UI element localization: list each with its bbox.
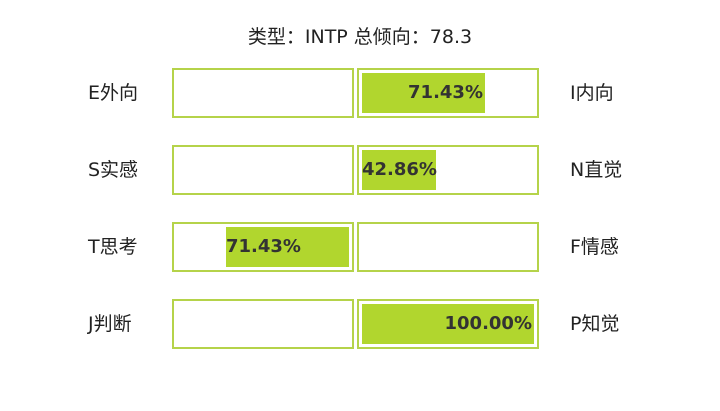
- trait-label-left: J判断: [88, 313, 132, 335]
- score-box-left: [172, 68, 354, 118]
- score-box-left: [172, 145, 354, 195]
- score-box-left: [172, 299, 354, 349]
- score-box-right: 100.00%: [357, 299, 539, 349]
- score-bar: 71.43%: [362, 73, 485, 113]
- score-box-left: 71.43%: [172, 222, 354, 272]
- trait-label-right: F情感: [570, 236, 619, 258]
- trait-label-left: E外向: [88, 82, 139, 104]
- score-bar: 100.00%: [362, 304, 534, 344]
- dimension-row-sn: S实感 42.86% N直觉: [0, 145, 720, 195]
- score-percent: 71.43%: [408, 82, 483, 103]
- dimension-row-ei: E外向 71.43% I内向: [0, 68, 720, 118]
- score-percent: 100.00%: [444, 313, 533, 334]
- score-bar: 71.43%: [226, 227, 349, 267]
- score-percent: 71.43%: [226, 236, 301, 257]
- score-bar: 42.86%: [362, 150, 437, 190]
- score-box-right: [357, 222, 539, 272]
- dimension-row-jp: J判断 100.00% P知觉: [0, 299, 720, 349]
- trait-label-left: S实感: [88, 159, 139, 181]
- score-box-right: 71.43%: [357, 68, 539, 118]
- trait-label-right: N直觉: [570, 159, 623, 181]
- trait-label-left: T思考: [88, 236, 138, 258]
- score-box-right: 42.86%: [357, 145, 539, 195]
- dimension-row-tf: T思考 71.43% F情感: [0, 222, 720, 272]
- result-title: 类型：INTP 总倾向：78.3: [247, 26, 473, 48]
- trait-label-right: P知觉: [570, 313, 620, 335]
- score-percent: 42.86%: [362, 159, 437, 180]
- trait-label-right: I内向: [570, 82, 614, 104]
